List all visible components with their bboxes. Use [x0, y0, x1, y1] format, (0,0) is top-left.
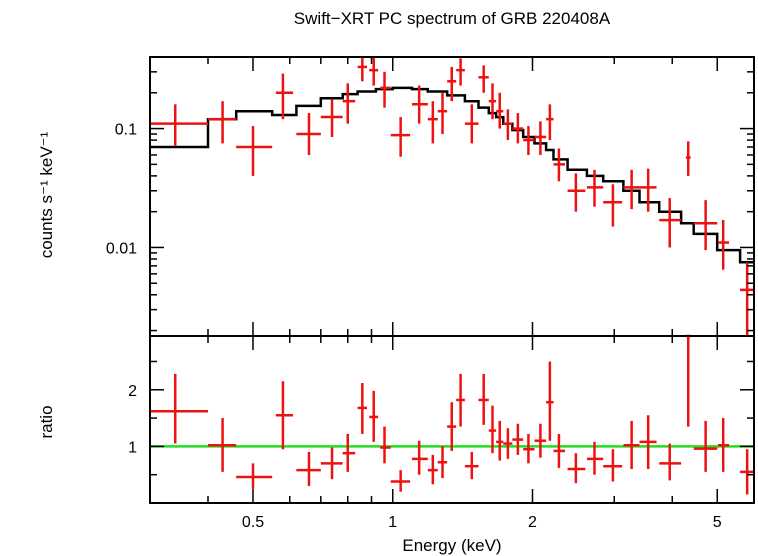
ratio-point [357, 382, 367, 434]
spectrum-point [740, 262, 754, 336]
ratio-point [411, 440, 428, 475]
ratio-point [150, 373, 209, 444]
ratio-point [685, 334, 691, 427]
ratio-point [603, 449, 623, 482]
spectrum-point [512, 113, 524, 144]
ratio-point [456, 373, 465, 427]
spectrum-panel [150, 57, 754, 336]
spectrum-point [546, 104, 554, 141]
ratio-point [464, 452, 479, 480]
spectrum-point [456, 58, 465, 86]
spectrum-point [567, 173, 586, 212]
spectrum-point [603, 184, 623, 227]
ratio-point [718, 418, 729, 472]
ratio-point [275, 381, 294, 450]
top-y-axis-label: counts s⁻¹ keV⁻¹ [37, 131, 56, 258]
axes-frame: 0.5 1 2 5 0.1 0.01 1 2 [106, 56, 755, 531]
top-y-tick-label: 0.1 [115, 122, 137, 139]
ratio-point [512, 423, 524, 455]
spectrum-point [478, 65, 489, 93]
ratio-point [208, 418, 237, 472]
spectrum-point [437, 92, 448, 135]
spectrum-point [623, 169, 640, 210]
chart-title: Swift−XRT PC spectrum of GRB 220408A [294, 9, 611, 28]
spectrum-point [342, 83, 356, 124]
ratio-point [390, 470, 411, 492]
x-tick-label: 5 [713, 514, 722, 531]
spectrum-point [380, 71, 391, 108]
spectrum-point [447, 66, 457, 102]
ratio-point [586, 441, 604, 475]
ratio-point [523, 433, 535, 464]
bottom-y-axis-label: ratio [37, 405, 56, 438]
spectrum-point [523, 126, 535, 155]
x-tick-label: 0.5 [242, 514, 264, 531]
spectrum-point [534, 121, 547, 155]
ratio-panel [150, 334, 754, 495]
ratio-point [534, 423, 547, 458]
spectrum-point [411, 85, 428, 124]
ratio-point [740, 449, 754, 495]
spectrum-point [639, 168, 657, 212]
spectrum-point [150, 104, 209, 146]
spectrum-point [586, 169, 604, 207]
spectrum-point [718, 220, 729, 270]
spectrum-point [496, 92, 504, 129]
ratio-point [369, 390, 379, 442]
spectrum-point [685, 141, 691, 176]
ratio-point [567, 453, 586, 484]
ratio-point [342, 433, 356, 472]
spectrum-point [659, 198, 682, 248]
spectrum-point [357, 57, 367, 82]
ratio-point [296, 452, 321, 487]
x-tick-label: 1 [388, 514, 397, 531]
ratio-point [553, 433, 566, 468]
ratio-point [380, 426, 391, 464]
spectrum-point [390, 117, 411, 157]
spectrum-point [427, 101, 438, 144]
ratio-point [320, 447, 343, 480]
bottom-panel-frame [149, 335, 755, 504]
spectrum-point [464, 104, 479, 144]
spectrum-point [208, 101, 237, 144]
model-step-line [150, 86, 754, 264]
spectrum-point [369, 57, 379, 86]
spectrum-point [320, 99, 343, 137]
ratio-point [437, 446, 448, 479]
x-axis-label: Energy (keV) [402, 536, 501, 555]
ratio-point [478, 373, 489, 425]
spectrum-point [236, 126, 273, 176]
ratio-point [427, 454, 438, 485]
bottom-y-tick-label: 2 [128, 383, 137, 400]
ratio-point [546, 361, 554, 441]
ratio-point [623, 420, 640, 470]
spectrum-point [296, 113, 321, 155]
ratio-point [503, 428, 513, 459]
x-tick-label: 2 [528, 514, 537, 531]
ratio-point [236, 463, 273, 489]
ratio-point [496, 420, 504, 461]
spectrum-point [488, 83, 497, 120]
ratio-point [488, 405, 497, 454]
spectrum-point [503, 109, 513, 141]
ratio-point [639, 415, 657, 470]
bottom-y-tick-label: 1 [128, 439, 137, 456]
spectrum-point [275, 73, 294, 120]
ratio-point [447, 402, 457, 451]
spectrum-point [553, 148, 566, 182]
top-y-tick-label: 0.01 [106, 240, 137, 257]
ratio-point [693, 420, 718, 472]
spectrum-point [693, 200, 718, 251]
ratio-point [659, 443, 682, 481]
